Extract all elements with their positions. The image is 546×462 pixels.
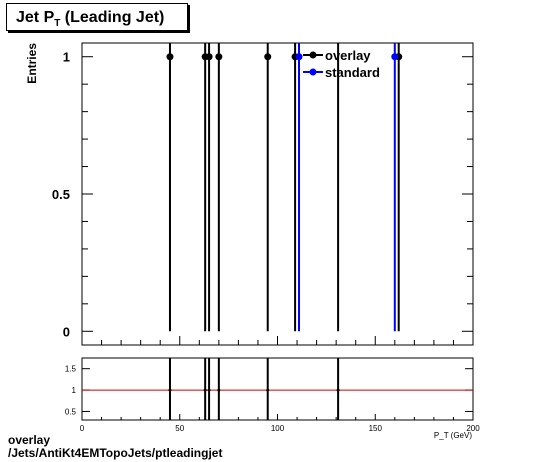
legend-label-standard: standard (325, 65, 380, 80)
series-standard-point (391, 53, 399, 61)
x-axis-label: P_T (GeV) (434, 431, 472, 440)
x-tick-label: 100 (271, 424, 285, 433)
title-box: Jet PT (Leading Jet) (6, 3, 188, 31)
ratio-point (336, 388, 340, 392)
ratio-y-tick-label: 1 (72, 386, 77, 395)
ratio-point (168, 388, 172, 392)
ratio-y-tick-label: 1.5 (65, 365, 77, 374)
chart-title: Jet PT (Leading Jet) (16, 9, 165, 29)
ratio-plot-frame (81, 357, 474, 421)
ratio-point (203, 388, 207, 392)
series-overlay-point (166, 53, 174, 61)
series-overlay-point (215, 53, 223, 61)
x-tick-label: 200 (466, 424, 480, 433)
legend-marker-standard (309, 68, 317, 76)
legend-marker-overlay (309, 51, 317, 59)
y-tick-label: 1 (63, 50, 70, 65)
x-tick-label: 50 (175, 424, 184, 433)
ratio-point (266, 388, 270, 392)
series-standard-point (295, 53, 303, 61)
series-overlay-point (205, 53, 213, 61)
y-tick-label: 0 (63, 324, 70, 339)
y-tick-label: 0.5 (52, 187, 70, 202)
series-overlay-point (264, 53, 272, 61)
y-axis-label: Entries (25, 43, 39, 84)
x-tick-label: 0 (80, 424, 85, 433)
ratio-y-tick-label: 0.5 (65, 407, 77, 416)
ratio-point (217, 388, 221, 392)
x-tick-label: 150 (369, 424, 383, 433)
legend-label-overlay: overlay (325, 48, 371, 63)
footer-dataset: overlay (8, 433, 51, 447)
footer-path: /Jets/AntiKt4EMTopoJets/ptleadingjet (8, 446, 223, 460)
ratio-point (207, 388, 211, 392)
main-plot-frame (81, 42, 474, 346)
